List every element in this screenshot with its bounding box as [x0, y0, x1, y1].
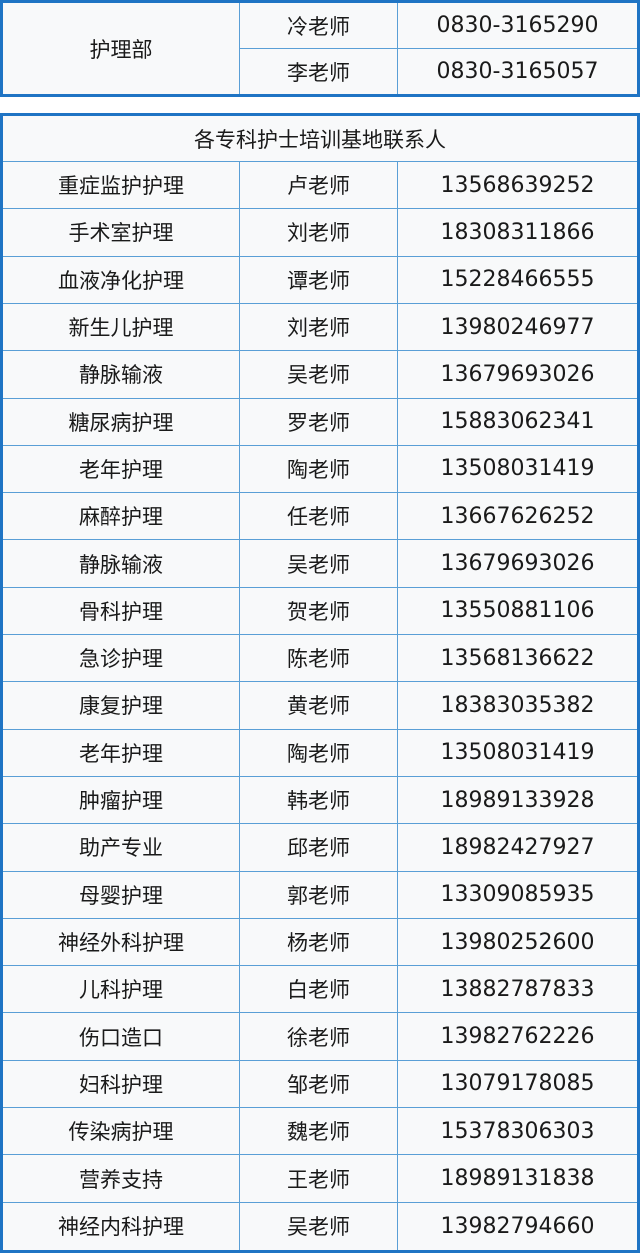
specialty-field: 传染病护理	[3, 1108, 240, 1156]
contact-name: 邹老师	[240, 1060, 398, 1109]
specialty-field: 神经内科护理	[3, 1202, 240, 1250]
contact-phone: 13079178085	[398, 1061, 637, 1109]
specialty-field: 妇科护理	[3, 1060, 240, 1109]
contact-phone: 13667626252	[398, 493, 637, 541]
contact-name: 吴老师	[240, 540, 398, 588]
contact-phone: 13550881106	[398, 588, 637, 636]
specialty-field: 助产专业	[3, 824, 240, 872]
specialty-field: 老年护理	[3, 729, 240, 777]
contact-phone: 13568136622	[398, 635, 637, 683]
specialty-field: 营养支持	[3, 1155, 240, 1203]
contact-name: 刘老师	[240, 303, 398, 352]
contact-phone: 18989131838	[398, 1155, 637, 1203]
contact-name: 邱老师	[240, 824, 398, 872]
contact-phone: 0830-3165290	[398, 3, 637, 49]
contact-name: 徐老师	[240, 1013, 398, 1061]
contact-name: 陶老师	[240, 445, 398, 494]
contact-phone: 18383035382	[398, 682, 637, 730]
specialty-field: 儿科护理	[3, 966, 240, 1014]
specialty-field: 母婴护理	[3, 871, 240, 919]
contact-phone: 13508031419	[398, 446, 637, 494]
specialty-field: 康复护理	[3, 682, 240, 730]
specialty-field: 新生儿护理	[3, 303, 240, 352]
specialty-contacts-table: 各专科护士培训基地联系人 重症监护护理 卢老师 13568639252 手术室护理 刘老…	[0, 113, 640, 1253]
contact-name: 杨老师	[240, 918, 398, 967]
contact-name: 卢老师	[240, 162, 398, 210]
contact-name: 陈老师	[240, 635, 398, 683]
contact-phone: 13982794660	[440, 1213, 595, 1239]
contact-phone: 13980246977	[398, 304, 637, 352]
contact-name: 刘老师	[240, 209, 398, 257]
table-title: 各专科护士培训基地联系人	[3, 116, 637, 162]
nursing-department-table: 护理部 冷老师 0830-3165290 李老师 0830-3165057	[0, 0, 640, 97]
contact-name: 冷老师	[240, 3, 398, 49]
contact-phone: 13679693026	[398, 540, 637, 588]
specialty-field: 糖尿病护理	[3, 398, 240, 446]
contact-name: 王老师	[240, 1155, 398, 1203]
specialty-field: 神经外科护理	[3, 918, 240, 967]
specialty-field: 急诊护理	[3, 635, 240, 683]
contact-phone: 13568639252	[398, 162, 637, 210]
contact-name: 陶老师	[240, 729, 398, 777]
contact-phone: 15228466555	[398, 257, 637, 304]
specialty-field: 伤口造口	[3, 1013, 240, 1061]
contact-phone: 18982427927	[398, 824, 637, 872]
specialty-field: 手术室护理	[3, 209, 240, 257]
contact-name: 吴老师	[240, 351, 398, 399]
contact-name: 黄老师	[240, 682, 398, 730]
contact-phone: 13679693026	[398, 351, 637, 399]
specialty-field: 血液净化护理	[3, 256, 240, 304]
specialty-field: 重症监护护理	[3, 162, 240, 210]
contact-phone: 13980252600	[398, 919, 637, 967]
contact-phone: 13309085935	[398, 872, 637, 919]
contact-name: 任老师	[240, 493, 398, 541]
contact-name: 李老师	[240, 49, 398, 94]
contact-name: 吴老师	[240, 1202, 398, 1250]
contact-phone: 15883062341	[398, 399, 637, 446]
contact-phone: 13508031419	[398, 730, 637, 777]
contact-phone: 0830-3165057	[436, 59, 599, 84]
specialty-field: 肿瘤护理	[3, 776, 240, 825]
contact-name: 贺老师	[240, 587, 398, 636]
contact-phone: 13982762226	[398, 1013, 637, 1061]
contact-phone: 18308311866	[398, 209, 637, 257]
contact-phone: 13882787833	[398, 966, 637, 1014]
department-name: 护理部	[3, 3, 240, 94]
contact-phone: 18989133928	[398, 777, 637, 825]
contact-name: 罗老师	[240, 398, 398, 446]
specialty-field: 老年护理	[3, 445, 240, 494]
contact-name: 韩老师	[240, 776, 398, 825]
specialty-field: 静脉输液	[3, 351, 240, 399]
contact-phone: 15378306303	[398, 1108, 637, 1156]
specialty-field: 骨科护理	[3, 587, 240, 636]
contact-name: 魏老师	[240, 1108, 398, 1156]
specialty-field: 静脉输液	[3, 540, 240, 588]
contact-name: 白老师	[240, 966, 398, 1014]
contact-name: 郭老师	[240, 871, 398, 919]
contact-name: 谭老师	[240, 256, 398, 304]
specialty-field: 麻醉护理	[3, 493, 240, 541]
